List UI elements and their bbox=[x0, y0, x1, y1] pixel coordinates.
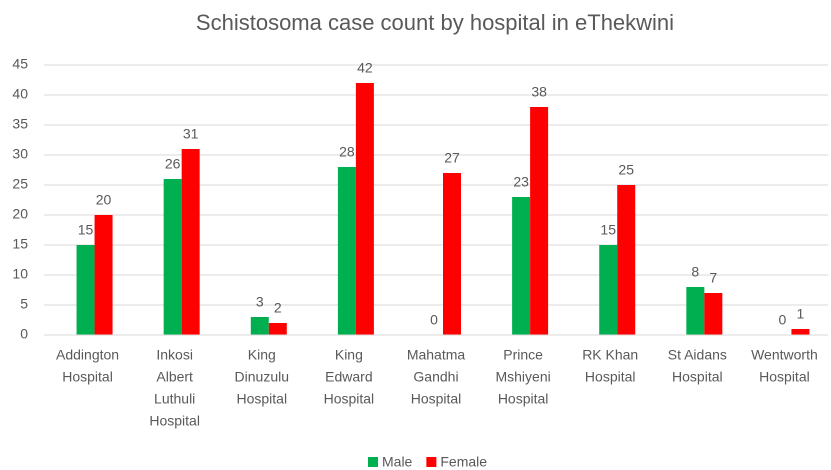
y-tick-label: 15 bbox=[12, 236, 28, 252]
bar bbox=[337, 167, 356, 335]
data-label: 8 bbox=[691, 264, 699, 280]
x-tick-label: Hospital bbox=[759, 369, 810, 385]
bar bbox=[76, 245, 95, 335]
data-label: 2 bbox=[274, 300, 282, 316]
data-label: 3 bbox=[256, 294, 264, 310]
x-tick-label: Luthuli bbox=[154, 391, 195, 407]
data-label: 27 bbox=[444, 150, 460, 166]
x-tick-label: St Aidans bbox=[668, 347, 727, 363]
y-tick-label: 30 bbox=[12, 146, 28, 162]
x-tick-label: Hospital bbox=[236, 391, 287, 407]
data-label: 28 bbox=[339, 144, 355, 160]
bar bbox=[599, 245, 618, 335]
x-tick-label: Addington bbox=[56, 347, 119, 363]
legend-label: Female bbox=[440, 454, 487, 470]
x-tick-label: Wentworth bbox=[751, 347, 818, 363]
data-label: 31 bbox=[183, 126, 199, 142]
x-tick-label: Hospital bbox=[672, 369, 723, 385]
data-label: 7 bbox=[709, 270, 717, 286]
bar bbox=[268, 323, 287, 335]
x-tick-label: Mshiyeni bbox=[495, 369, 550, 385]
x-tick-label: Gandhi bbox=[413, 369, 458, 385]
x-tick-label: Inkosi bbox=[156, 347, 193, 363]
legend-swatch bbox=[426, 457, 437, 467]
data-label: 42 bbox=[357, 60, 373, 76]
bar bbox=[617, 185, 636, 335]
data-label: 0 bbox=[779, 312, 787, 328]
x-tick-label: Hospital bbox=[149, 413, 200, 429]
data-label: 26 bbox=[165, 156, 181, 172]
y-tick-label: 25 bbox=[12, 176, 28, 192]
x-tick-label: King bbox=[335, 347, 363, 363]
legend-label: Male bbox=[382, 454, 413, 470]
data-label: 25 bbox=[618, 162, 634, 178]
x-tick-label: King bbox=[248, 347, 276, 363]
y-tick-label: 40 bbox=[12, 86, 28, 102]
x-tick-label: Hospital bbox=[324, 391, 375, 407]
data-label: 0 bbox=[430, 312, 438, 328]
bar bbox=[355, 83, 374, 335]
bar bbox=[181, 149, 200, 335]
bar bbox=[791, 329, 810, 335]
chart-title: Schistosoma case count by hospital in eT… bbox=[196, 10, 674, 35]
y-tick-label: 10 bbox=[12, 266, 28, 282]
x-tick-label: Hospital bbox=[62, 369, 113, 385]
y-tick-label: 20 bbox=[12, 206, 28, 222]
data-label: 15 bbox=[78, 222, 94, 238]
bar bbox=[512, 197, 531, 335]
data-label: 1 bbox=[797, 306, 805, 322]
y-tick-label: 45 bbox=[12, 56, 28, 72]
x-tick-label: RK Khan bbox=[582, 347, 638, 363]
x-tick-label: Edward bbox=[325, 369, 372, 385]
x-tick-label: Hospital bbox=[585, 369, 636, 385]
x-tick-label: Dinuzulu bbox=[235, 369, 289, 385]
x-tick-label: Hospital bbox=[498, 391, 549, 407]
data-label: 20 bbox=[96, 192, 112, 208]
x-tick-label: Prince bbox=[503, 347, 543, 363]
y-tick-label: 0 bbox=[20, 326, 28, 342]
x-tick-label: Albert bbox=[156, 369, 193, 385]
bar bbox=[686, 287, 705, 335]
bar bbox=[704, 293, 723, 335]
data-label: 23 bbox=[513, 174, 529, 190]
x-tick-label: Mahatma bbox=[407, 347, 466, 363]
legend-swatch bbox=[368, 457, 378, 467]
y-tick-label: 35 bbox=[12, 116, 28, 132]
bar bbox=[163, 179, 182, 335]
x-tick-label: Hospital bbox=[411, 391, 462, 407]
bar bbox=[530, 107, 549, 335]
bar bbox=[443, 173, 461, 335]
data-label: 15 bbox=[600, 222, 616, 238]
bar bbox=[94, 215, 113, 335]
data-label: 38 bbox=[531, 84, 547, 100]
bar bbox=[250, 317, 269, 335]
y-tick-label: 5 bbox=[20, 296, 28, 312]
